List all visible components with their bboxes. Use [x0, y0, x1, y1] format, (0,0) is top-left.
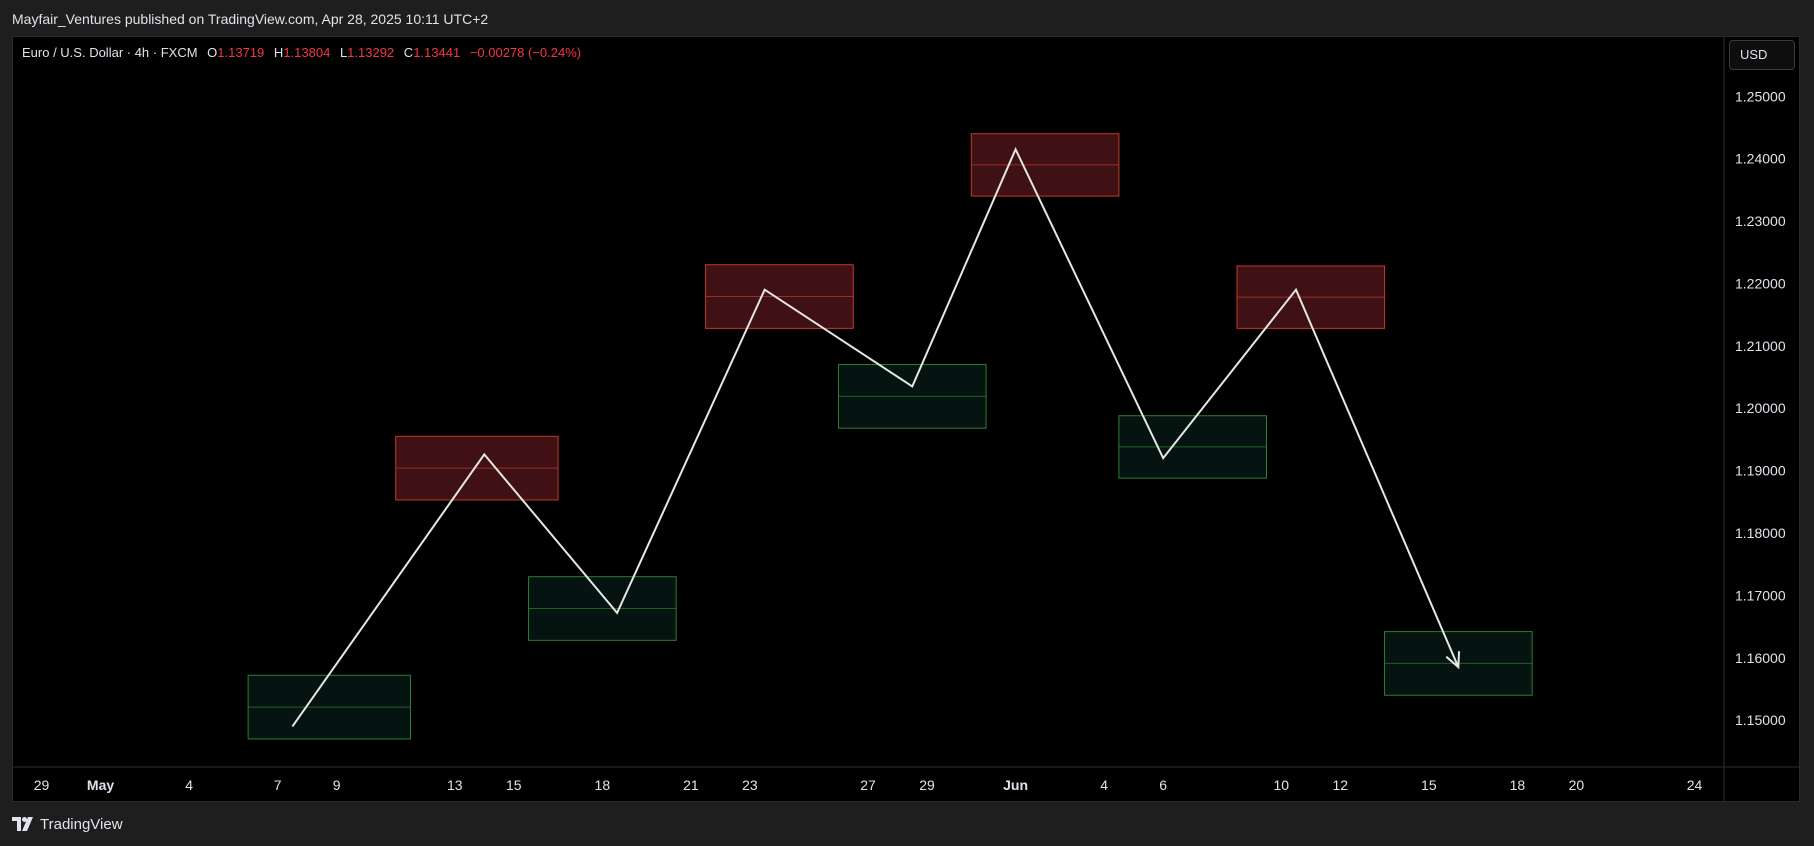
arrow-head-icon — [1445, 651, 1461, 670]
low-label: L — [339, 45, 348, 60]
price-tick-label: 1.21000 — [1735, 338, 1786, 354]
date-tick-label: 12 — [1332, 777, 1348, 793]
date-tick-label: 18 — [595, 777, 611, 793]
date-tick-label: 21 — [683, 777, 699, 793]
price-tick-label: 1.15000 — [1735, 712, 1786, 728]
price-tick-label: 1.25000 — [1735, 88, 1786, 104]
date-tick-label: 4 — [1100, 777, 1108, 793]
date-tick-label: 23 — [742, 777, 758, 793]
month-tick-label: Jun — [1003, 777, 1028, 793]
date-tick-label: 27 — [860, 777, 876, 793]
date-tick-label: 7 — [274, 777, 282, 793]
price-tick-label: 1.23000 — [1735, 213, 1786, 229]
date-tick-label: 9 — [333, 777, 341, 793]
currency-button[interactable]: USD — [1729, 40, 1795, 70]
date-tick-label: 29 — [34, 777, 50, 793]
date-tick-label: 15 — [506, 777, 522, 793]
publication-header: Mayfair_Ventures published on TradingVie… — [12, 11, 489, 27]
high-value: 1.13804 — [283, 45, 331, 60]
low-value: 1.13292 — [347, 45, 395, 60]
date-tick-label: 24 — [1687, 777, 1703, 793]
price-axis: 1.25000 1.24000 1.23000 1.22000 1.21000 1.200… — [1735, 88, 1786, 728]
price-tick-label: 1.18000 — [1735, 525, 1786, 541]
date-tick-label: 4 — [185, 777, 193, 793]
zones-layer — [247, 133, 1533, 740]
high-label: H — [273, 45, 284, 60]
date-tick-label: 13 — [447, 777, 463, 793]
projection-path[interactable] — [291, 146, 1460, 728]
footer-brand[interactable]: TradingView — [12, 814, 123, 834]
change-value: −0.00278 (−0.24%) — [469, 45, 582, 60]
close-label: C — [403, 45, 414, 60]
close-value: 1.13441 — [413, 45, 461, 60]
price-tick-label: 1.19000 — [1735, 463, 1786, 479]
price-tick-label: 1.17000 — [1735, 587, 1786, 603]
price-tick-label: 1.24000 — [1735, 151, 1786, 167]
brand-name: TradingView — [40, 815, 123, 833]
date-tick-label: 29 — [919, 777, 935, 793]
date-tick-label: 10 — [1273, 777, 1289, 793]
date-tick-label: 20 — [1569, 777, 1585, 793]
tradingview-logo-icon — [12, 817, 33, 831]
open-value: 1.13719 — [217, 45, 265, 60]
open-label: O — [207, 45, 218, 60]
date-tick-label: 18 — [1510, 777, 1526, 793]
axis-separators — [12, 37, 1800, 802]
price-tick-label: 1.22000 — [1735, 275, 1786, 291]
symbol-legend: Euro / U.S. Dollar · 4h · FXCM O1.13719 … — [22, 45, 581, 60]
time-axis: 29 May 4 7 9 13 15 18 21 23 27 29 Jun 4 6 10 12 15 18 20 24 — [34, 777, 1703, 793]
projection-layer — [291, 146, 1461, 728]
price-tick-label: 1.20000 — [1735, 400, 1786, 416]
symbol-title[interactable]: Euro / U.S. Dollar · 4h · FXCM — [22, 45, 198, 60]
price-tick-label: 1.16000 — [1735, 650, 1786, 666]
date-tick-label: 15 — [1421, 777, 1437, 793]
date-tick-label: 6 — [1159, 777, 1167, 793]
month-tick-label: May — [87, 777, 114, 793]
